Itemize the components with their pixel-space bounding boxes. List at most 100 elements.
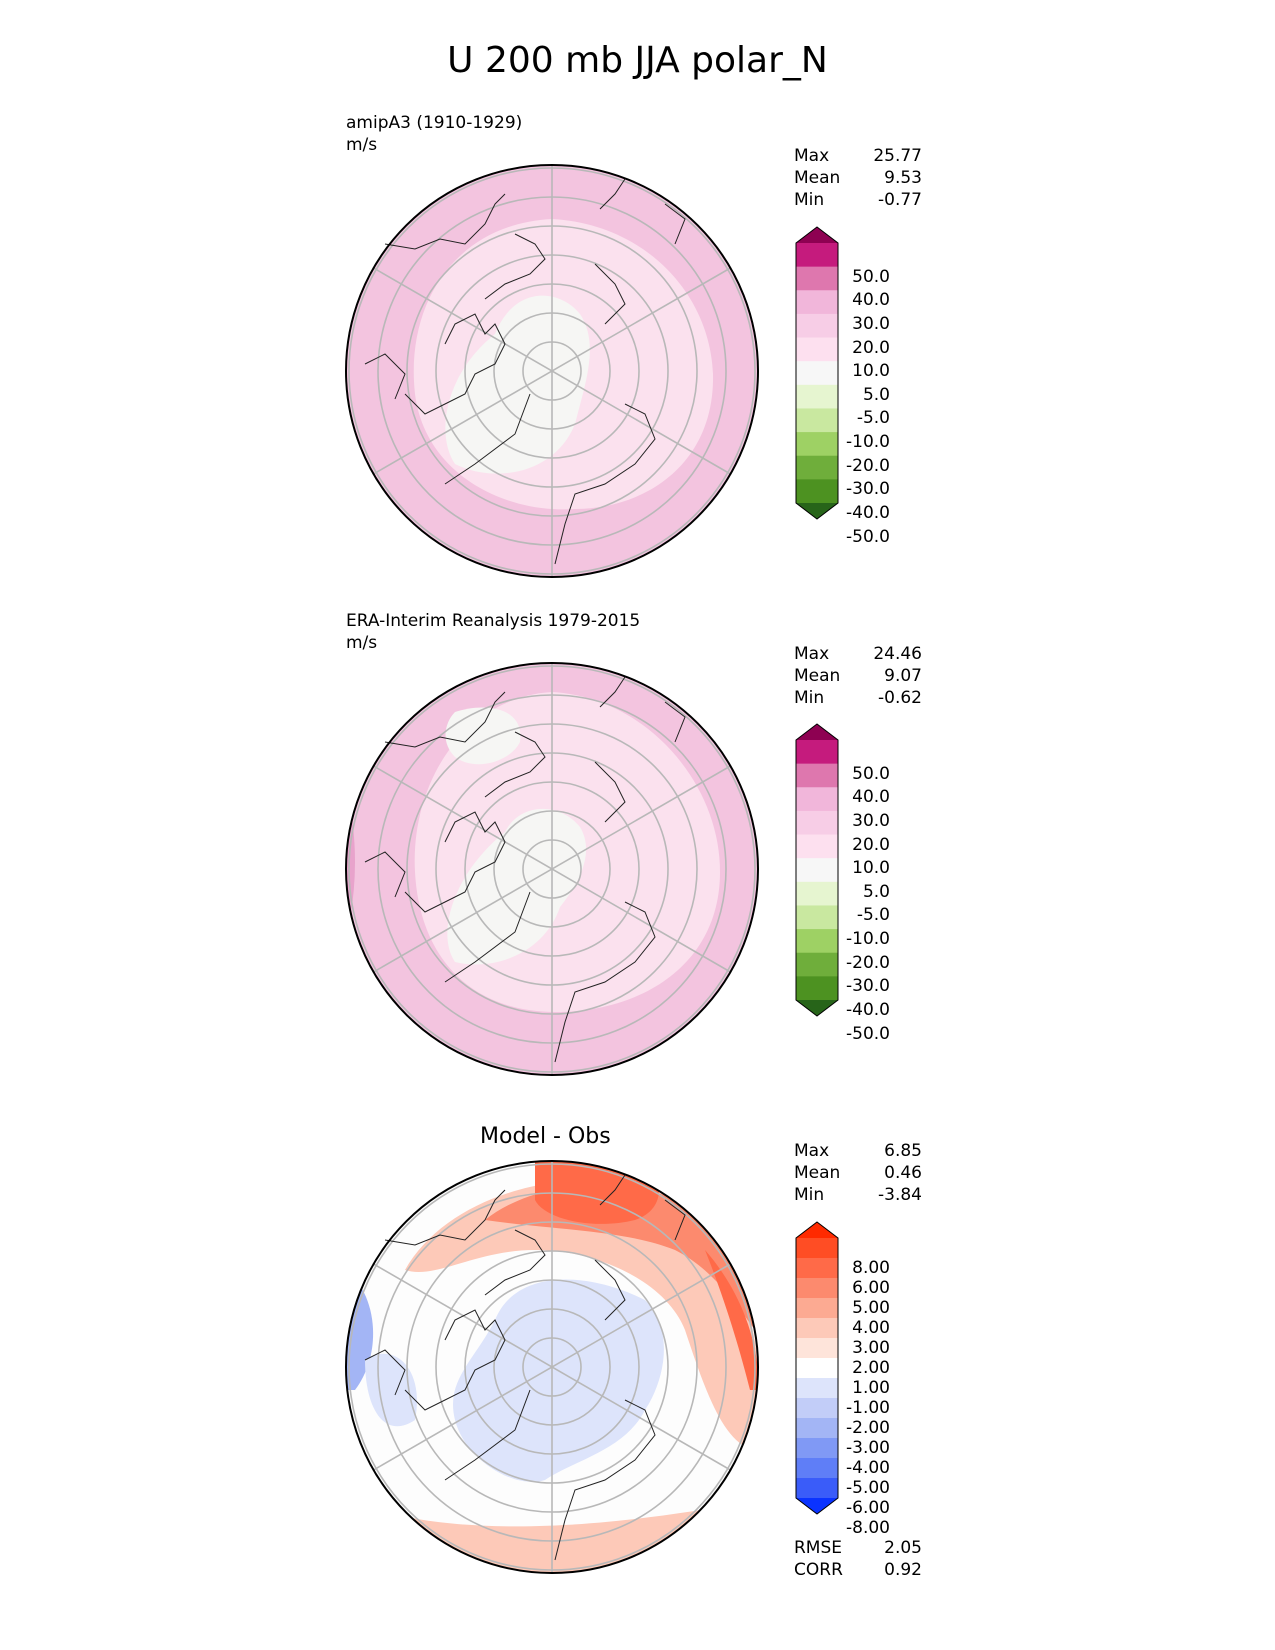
- obs-stats: Max 24.46 Mean 9.07 Min -0.62: [794, 643, 922, 709]
- diff-polar-map: [345, 1160, 759, 1574]
- obs-panel-header: ERA-Interim Reanalysis 1979-2015 m/s: [346, 610, 640, 654]
- colorbar-tick-label: 6.00: [852, 1278, 890, 1298]
- model-stats: Max 25.77 Mean 9.53 Min -0.77: [794, 145, 922, 211]
- colorbar-tick-label: 1.00: [852, 1378, 890, 1398]
- colorbar-tick-label: 5.00: [852, 1298, 890, 1318]
- colorbar-outline: [795, 723, 839, 1017]
- colorbar-segment: [796, 1238, 838, 1259]
- colorbar-tick-label: 40.0: [852, 290, 890, 311]
- colorbar-tick-label: 10.0: [852, 858, 890, 879]
- obs-colorbar: [795, 723, 839, 1017]
- colorbar-extend-max: [796, 227, 838, 243]
- colorbar-segment: [796, 1338, 838, 1359]
- colorbar-tick-label: 30.0: [852, 810, 890, 831]
- colorbar-tick-label: 3.00: [852, 1338, 890, 1358]
- colorbar-segment: [796, 1418, 838, 1439]
- stat-max-label: Max: [794, 146, 830, 166]
- stat-max-value: 24.46: [873, 644, 922, 664]
- diff-colorbar: [795, 1221, 839, 1515]
- stat-min-value: -0.62: [878, 688, 922, 708]
- figure-title: U 200 mb JJA polar_N: [447, 40, 828, 81]
- colorbar-segment: [796, 361, 838, 386]
- colorbar-extend-min: [796, 503, 838, 519]
- colorbar-tick-label: 5.0: [862, 384, 890, 405]
- obs-panel-units: m/s: [346, 633, 378, 653]
- colorbar-segment: [796, 929, 838, 954]
- model-colorbar-labels: 50.0 40.0 30.0 20.0 10.0 5.0 -5.0 -10.0 -20.0 -30…: [796, 243, 890, 545]
- stat-max-value: 6.85: [884, 1141, 922, 1161]
- obs-coastlines: [364, 676, 686, 1063]
- colorbar-segment: [796, 858, 838, 883]
- stat-max-label: Max: [794, 644, 830, 664]
- stat-max-label: Max: [794, 1141, 830, 1161]
- diff-graticule: [348, 1160, 756, 1574]
- colorbar-segment: [796, 881, 838, 906]
- colorbar-tick-label: -20.0: [846, 455, 890, 476]
- diff-panel-title: Model - Obs: [480, 1124, 611, 1149]
- colorbar-segment: [796, 834, 838, 859]
- colorbar-extend-max: [796, 724, 838, 740]
- colorbar-tick-label: -50.0: [846, 1023, 890, 1044]
- colorbar-segment: [796, 976, 838, 1001]
- colorbar-tick-label: -8.00: [846, 1518, 890, 1538]
- colorbar-tick-label: 40.0: [852, 787, 890, 808]
- rmse-value: 2.05: [884, 1538, 922, 1558]
- colorbar-segment: [796, 1278, 838, 1299]
- obs-panel-label: ERA-Interim Reanalysis 1979-2015: [346, 611, 641, 631]
- colorbar-outline: [795, 226, 839, 520]
- colorbar-segment: [796, 740, 838, 765]
- colorbar-tick-label: 50.0: [852, 266, 890, 287]
- stat-min-value: -0.77: [878, 190, 922, 210]
- colorbar-segment: [796, 432, 838, 457]
- stat-mean-value: 0.46: [884, 1163, 922, 1183]
- colorbar-segment: [796, 1298, 838, 1319]
- colorbar-tick-label: 20.0: [852, 834, 890, 855]
- colorbar-tick-label: -50.0: [846, 526, 890, 547]
- stat-min-label: Min: [794, 190, 825, 210]
- colorbar-tick-label: -40.0: [846, 1000, 890, 1020]
- obs-polar-map: [345, 662, 759, 1076]
- stat-min-label: Min: [794, 1185, 825, 1205]
- colorbar-tick-label: -5.0: [856, 905, 890, 926]
- colorbar-tick-label: -6.00: [846, 1498, 890, 1518]
- colorbar-tick-label: 5.0: [862, 881, 890, 902]
- model-panel-label: amipA3 (1910-1929): [346, 113, 523, 133]
- colorbar-tick-label: -20.0: [846, 952, 890, 973]
- colorbar-segment: [796, 1458, 838, 1479]
- colorbar-segment: [796, 1398, 838, 1419]
- colorbar-tick-label: -10.0: [846, 432, 890, 453]
- colorbar-extend-min: [796, 1000, 838, 1016]
- colorbar-tick-label: -40.0: [846, 503, 890, 523]
- model-colorbar: [795, 226, 839, 520]
- colorbar-segment: [796, 905, 838, 930]
- colorbar-tick-label: -4.00: [846, 1458, 890, 1478]
- colorbar-tick-label: -30.0: [846, 479, 890, 500]
- colorbar-tick-label: 30.0: [852, 313, 890, 334]
- colorbar-tick-label: 10.0: [852, 361, 890, 382]
- colorbar-tick-label: -1.00: [846, 1398, 890, 1418]
- colorbar-segment: [796, 479, 838, 504]
- obs-map-border: [345, 662, 759, 1076]
- colorbar-segment: [796, 1438, 838, 1459]
- colorbar-segment: [796, 1358, 838, 1379]
- corr-value: 0.92: [884, 1560, 922, 1580]
- colorbar-outline: [795, 1221, 839, 1515]
- model-map-border: [345, 164, 759, 578]
- stat-min-label: Min: [794, 688, 825, 708]
- colorbar-tick-label: -5.00: [846, 1478, 890, 1498]
- obs-field-low-north: [445, 707, 521, 765]
- diff-colorbar-labels: 8.00 6.00 5.00 4.00 3.00 2.00 1.00 -1.00 -2.00 -3…: [796, 1238, 890, 1537]
- stat-mean-value: 9.07: [884, 666, 922, 686]
- colorbar-segment: [796, 1378, 838, 1399]
- diff-map-border: [345, 1160, 759, 1574]
- model-polar-map: [345, 164, 759, 578]
- colorbar-extend-min: [796, 1498, 838, 1514]
- stat-max-value: 25.77: [873, 146, 922, 166]
- colorbar-tick-label: -30.0: [846, 976, 890, 997]
- colorbar-tick-label: 50.0: [852, 763, 890, 784]
- colorbar-segment: [796, 408, 838, 433]
- colorbar-extend-max: [796, 1222, 838, 1238]
- colorbar-segment: [796, 384, 838, 409]
- colorbar-segment: [796, 952, 838, 977]
- rmse-label: RMSE: [794, 1538, 843, 1558]
